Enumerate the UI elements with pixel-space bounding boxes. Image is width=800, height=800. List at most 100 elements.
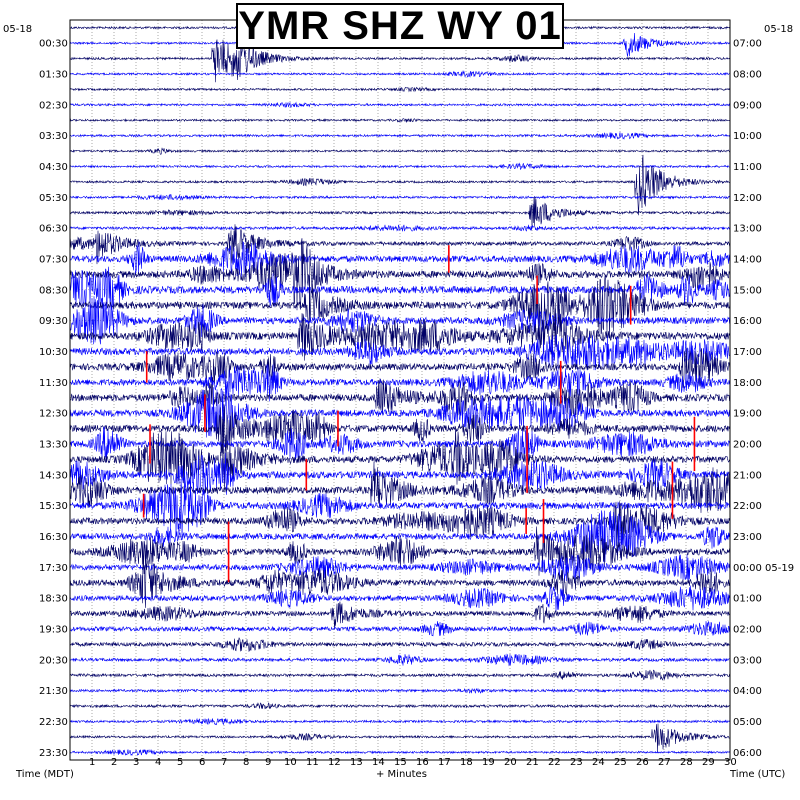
minute-tick-label: 17 [438, 757, 451, 768]
minute-tick-label: 1 [89, 757, 95, 768]
right-time-tick: 03:00 [733, 655, 762, 666]
x-axis-minute-labels: 1 2 3 4 5 6 7 8 9 10 11 12 13 14 15 16 17 18 19 20 21 22 23 24 2… [89, 757, 737, 768]
minute-tick-label: 29 [702, 757, 715, 768]
trace-row [69, 526, 731, 576]
trace-row [69, 348, 731, 388]
trace-row [69, 637, 731, 653]
right-time-tick: 21:00 [733, 470, 762, 481]
left-time-tick: 21:30 [39, 686, 68, 697]
left-axis-time-labels: 00:30 01:30 02:30 03:30 04:30 05:30 06:30 07:30… [39, 39, 68, 759]
left-time-tick: 15:30 [39, 501, 68, 512]
trace-row [69, 132, 731, 140]
chart-title: YMR SHZ WY 01 [236, 3, 564, 49]
left-date-label: 05-18 [3, 24, 32, 35]
trace-row [69, 154, 731, 216]
trace-row [69, 702, 731, 710]
minute-tick-label: 12 [328, 757, 341, 768]
left-time-tick: 09:30 [39, 316, 68, 327]
trace-row [69, 601, 731, 629]
left-time-tick: 08:30 [39, 285, 68, 296]
trace-row [69, 162, 731, 171]
right-time-tick: 15:00 [733, 285, 762, 296]
trace-row [69, 241, 731, 278]
minute-tick-label: 11 [306, 757, 319, 768]
right-time-tick: 06:00 [733, 748, 762, 759]
minute-tick-label: 5 [177, 757, 183, 768]
minute-tick-label: 27 [658, 757, 671, 768]
trace-row [69, 275, 731, 339]
left-time-tick: 19:30 [39, 624, 68, 635]
minute-tick-label: 13 [350, 757, 363, 768]
minute-tick-label: 28 [680, 757, 693, 768]
trace-row [69, 147, 731, 155]
trace-row [69, 687, 731, 694]
right-time-tick: 16:00 [733, 316, 762, 327]
left-time-tick: 02:30 [39, 100, 68, 111]
right-time-tick: 13:00 [733, 224, 762, 235]
minute-tick-label: 8 [243, 757, 249, 768]
left-time-tick: 10:30 [39, 347, 68, 358]
trace-row [69, 194, 731, 201]
left-time-tick: 16:30 [39, 532, 68, 543]
trace-row [69, 510, 731, 563]
minute-tick-label: 15 [394, 757, 407, 768]
trace-row [69, 621, 731, 637]
trace-row [69, 555, 731, 608]
left-axis-label: Time (MDT) [15, 769, 74, 780]
left-time-tick: 23:30 [39, 748, 68, 759]
right-time-tick: 00:00 05-19 [733, 563, 794, 574]
right-time-tick: 01:00 [733, 594, 762, 605]
trace-row [69, 101, 731, 108]
left-time-tick: 03:30 [39, 131, 68, 142]
trace-row [69, 404, 731, 457]
minute-tick-label: 26 [636, 757, 649, 768]
left-time-tick: 22:30 [39, 717, 68, 728]
right-time-tick: 22:00 [733, 501, 762, 512]
trace-row [69, 554, 731, 582]
right-axis-time-labels: 07:00 08:00 09:00 10:00 11:00 12:00 13:00 14:00… [733, 39, 794, 759]
minute-tick-label: 16 [416, 757, 429, 768]
right-axis-label: Time (UTC) [729, 769, 785, 780]
trace-row [69, 224, 731, 232]
right-time-tick: 18:00 [733, 378, 762, 389]
trace-row [69, 196, 731, 228]
left-time-tick: 18:30 [39, 594, 68, 605]
trace-row [69, 653, 731, 667]
trace-row [69, 38, 731, 83]
trace-row [69, 717, 731, 726]
trace-row [69, 723, 731, 753]
minute-tick-label: 4 [155, 757, 161, 768]
right-time-tick: 08:00 [733, 69, 762, 80]
trace-row [69, 308, 731, 361]
left-time-tick: 20:30 [39, 655, 68, 666]
minute-tick-label: 3 [133, 757, 139, 768]
minute-tick-label: 18 [460, 757, 473, 768]
right-time-tick: 07:00 [733, 39, 762, 50]
trace-row [69, 86, 731, 93]
right-time-tick: 11:00 [733, 162, 762, 173]
trace-row [69, 296, 731, 345]
minute-tick-label: 20 [504, 757, 517, 768]
right-time-tick: 14:00 [733, 254, 762, 265]
right-date-label: 05-18 [764, 24, 793, 35]
right-time-tick: 04:00 [733, 686, 762, 697]
left-time-tick: 06:30 [39, 224, 68, 235]
trace-row [69, 118, 731, 123]
minute-tick-label: 23 [570, 757, 583, 768]
minute-tick-label: 21 [526, 757, 539, 768]
left-time-tick: 14:30 [39, 470, 68, 481]
trace-row [69, 748, 731, 757]
minute-tick-label: 10 [284, 757, 297, 768]
trace-row [69, 585, 731, 612]
minute-tick-label: 24 [592, 757, 605, 768]
left-time-tick: 07:30 [39, 254, 68, 265]
trace-row [69, 378, 731, 417]
minute-tick-label: 6 [199, 757, 205, 768]
right-time-tick: 23:00 [733, 532, 762, 543]
minute-tick-label: 19 [482, 757, 495, 768]
left-time-tick: 00:30 [39, 39, 68, 50]
right-time-tick: 10:00 [733, 131, 762, 142]
clipped-spikes [142, 245, 696, 583]
trace-row [69, 387, 731, 438]
